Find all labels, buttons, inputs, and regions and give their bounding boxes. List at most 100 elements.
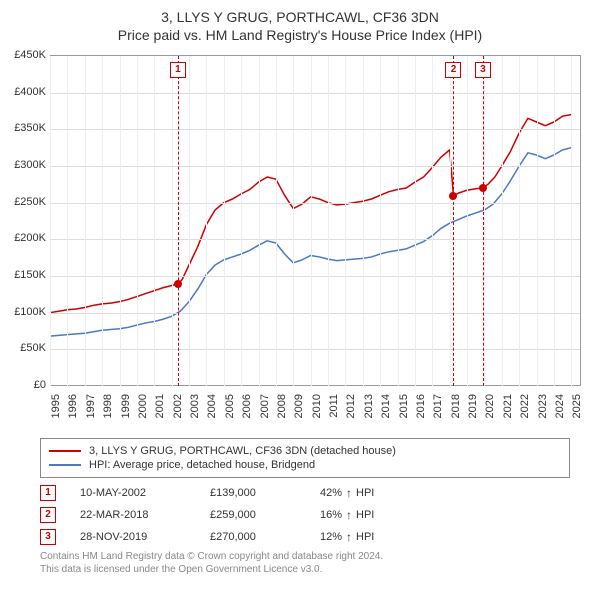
event-price: £139,000 bbox=[210, 487, 320, 499]
title-block: 3, LLYS Y GRUG, PORTHCAWL, CF36 3DN Pric… bbox=[0, 0, 600, 44]
event-vline bbox=[453, 56, 454, 386]
y-tick-label: £50K bbox=[20, 342, 46, 354]
x-tick-label: 2008 bbox=[276, 394, 288, 418]
x-tick-label: 2017 bbox=[432, 394, 444, 418]
x-tick-label: 2000 bbox=[137, 394, 149, 418]
v-gridline bbox=[415, 56, 416, 386]
v-gridline bbox=[554, 56, 555, 386]
title-line-1: 3, LLYS Y GRUG, PORTHCAWL, CF36 3DN bbox=[0, 8, 600, 26]
x-tick-label: 2023 bbox=[537, 394, 549, 418]
v-gridline bbox=[502, 56, 503, 386]
h-gridline bbox=[50, 203, 580, 204]
v-gridline bbox=[206, 56, 207, 386]
v-gridline bbox=[571, 56, 572, 386]
x-tick-label: 1999 bbox=[120, 394, 132, 418]
event-row: 2 22-MAR-2018£259,00016%↑HPI bbox=[40, 504, 570, 526]
legend-row: HPI: Average price, detached house, Brid… bbox=[49, 458, 561, 472]
v-gridline bbox=[241, 56, 242, 386]
x-tick-label: 2014 bbox=[380, 394, 392, 418]
y-axis: £0£50K£100K£150K£200K£250K£300K£350K£400… bbox=[0, 55, 50, 385]
x-tick-label: 2004 bbox=[206, 394, 218, 418]
h-gridline bbox=[50, 313, 580, 314]
v-gridline bbox=[172, 56, 173, 386]
y-tick-label: £150K bbox=[14, 269, 46, 281]
legend-row: 3, LLYS Y GRUG, PORTHCAWL, CF36 3DN (det… bbox=[49, 444, 561, 458]
x-tick-label: 2013 bbox=[363, 394, 375, 418]
v-gridline bbox=[328, 56, 329, 386]
v-gridline bbox=[50, 56, 51, 386]
legend-swatch bbox=[49, 450, 81, 452]
h-gridline bbox=[50, 93, 580, 94]
event-hpi-label: HPI bbox=[356, 509, 374, 521]
v-gridline bbox=[380, 56, 381, 386]
x-tick-label: 2018 bbox=[450, 394, 462, 418]
event-dot bbox=[174, 280, 182, 288]
x-tick-label: 1997 bbox=[85, 394, 97, 418]
v-gridline bbox=[120, 56, 121, 386]
event-date: 22-MAR-2018 bbox=[80, 509, 210, 521]
y-tick-label: £0 bbox=[34, 379, 46, 391]
v-gridline bbox=[311, 56, 312, 386]
chart-svg bbox=[50, 56, 580, 386]
events-table: 110-MAY-2002£139,00042%↑HPI222-MAR-2018£… bbox=[40, 482, 570, 548]
event-pct: 12% bbox=[320, 531, 342, 543]
event-number-box: 3 bbox=[40, 529, 56, 545]
x-tick-label: 2007 bbox=[259, 394, 271, 418]
y-tick-label: £100K bbox=[14, 306, 46, 318]
v-gridline bbox=[432, 56, 433, 386]
v-gridline bbox=[276, 56, 277, 386]
v-gridline bbox=[137, 56, 138, 386]
x-tick-label: 2006 bbox=[241, 394, 253, 418]
x-tick-label: 2010 bbox=[311, 394, 323, 418]
v-gridline bbox=[85, 56, 86, 386]
y-tick-label: £350K bbox=[14, 122, 46, 134]
v-gridline bbox=[450, 56, 451, 386]
x-tick-label: 1998 bbox=[102, 394, 114, 418]
y-tick-label: £450K bbox=[14, 49, 46, 61]
event-marker-box: 3 bbox=[475, 62, 491, 78]
v-gridline bbox=[293, 56, 294, 386]
v-gridline bbox=[67, 56, 68, 386]
x-tick-label: 2012 bbox=[345, 394, 357, 418]
v-gridline bbox=[259, 56, 260, 386]
v-gridline bbox=[224, 56, 225, 386]
y-tick-label: £300K bbox=[14, 159, 46, 171]
h-gridline bbox=[50, 166, 580, 167]
footnote-line-1: Contains HM Land Registry data © Crown c… bbox=[40, 550, 570, 563]
event-price: £259,000 bbox=[210, 509, 320, 521]
x-tick-label: 2009 bbox=[293, 394, 305, 418]
x-tick-label: 2002 bbox=[172, 394, 184, 418]
x-tick-label: 2021 bbox=[502, 394, 514, 418]
x-tick-label: 2003 bbox=[189, 394, 201, 418]
event-number-box: 2 bbox=[40, 507, 56, 523]
event-number-box: 1 bbox=[40, 485, 56, 501]
h-gridline bbox=[50, 276, 580, 277]
x-tick-label: 2024 bbox=[554, 394, 566, 418]
chart-plot-area: 123 bbox=[50, 55, 581, 386]
v-gridline bbox=[484, 56, 485, 386]
title-line-2: Price paid vs. HM Land Registry's House … bbox=[0, 26, 600, 44]
v-gridline bbox=[519, 56, 520, 386]
event-pct: 16% bbox=[320, 509, 342, 521]
x-tick-label: 2001 bbox=[154, 394, 166, 418]
x-tick-label: 2016 bbox=[415, 394, 427, 418]
event-dot bbox=[449, 192, 457, 200]
event-hpi: 16%↑HPI bbox=[320, 508, 374, 522]
y-tick-label: £250K bbox=[14, 196, 46, 208]
v-gridline bbox=[189, 56, 190, 386]
h-gridline bbox=[50, 239, 580, 240]
v-gridline bbox=[398, 56, 399, 386]
event-hpi-label: HPI bbox=[356, 531, 374, 543]
x-tick-label: 2020 bbox=[484, 394, 496, 418]
event-date: 28-NOV-2019 bbox=[80, 531, 210, 543]
x-tick-label: 2025 bbox=[571, 394, 583, 418]
legend-label: 3, LLYS Y GRUG, PORTHCAWL, CF36 3DN (det… bbox=[89, 445, 396, 457]
legend: 3, LLYS Y GRUG, PORTHCAWL, CF36 3DN (det… bbox=[40, 438, 570, 478]
event-hpi-label: HPI bbox=[356, 487, 374, 499]
x-tick-label: 1995 bbox=[50, 394, 62, 418]
legend-swatch bbox=[49, 464, 81, 466]
arrow-up-icon: ↑ bbox=[346, 530, 352, 544]
x-tick-label: 2022 bbox=[519, 394, 531, 418]
h-gridline bbox=[50, 129, 580, 130]
x-tick-label: 2015 bbox=[398, 394, 410, 418]
